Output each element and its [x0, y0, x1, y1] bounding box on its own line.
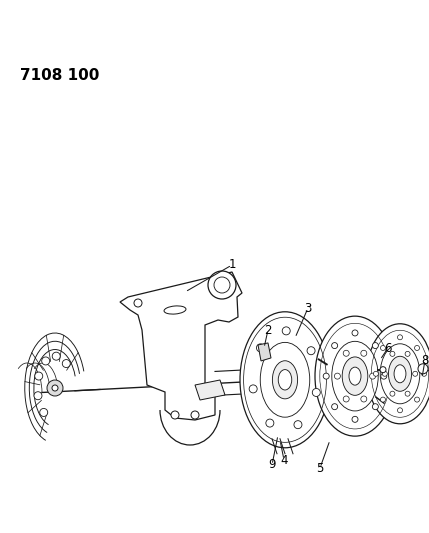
Circle shape [332, 403, 338, 410]
Polygon shape [258, 343, 271, 361]
Circle shape [398, 335, 402, 340]
Circle shape [405, 391, 410, 396]
Ellipse shape [315, 316, 395, 436]
Circle shape [390, 391, 395, 396]
Circle shape [208, 271, 236, 299]
Circle shape [381, 345, 386, 351]
Text: 2: 2 [264, 324, 272, 336]
Ellipse shape [367, 324, 429, 424]
Circle shape [382, 372, 387, 376]
Ellipse shape [394, 365, 406, 383]
Circle shape [413, 372, 418, 376]
Circle shape [405, 351, 410, 357]
Circle shape [47, 380, 63, 396]
Circle shape [381, 373, 387, 379]
Ellipse shape [164, 306, 186, 314]
Circle shape [381, 397, 386, 402]
Text: 3: 3 [304, 302, 312, 314]
Circle shape [422, 372, 426, 376]
Circle shape [372, 403, 378, 410]
Circle shape [380, 367, 386, 373]
Circle shape [307, 346, 315, 355]
Circle shape [52, 385, 58, 391]
Circle shape [42, 357, 50, 365]
Text: 7108 100: 7108 100 [20, 68, 100, 83]
Text: 9: 9 [268, 458, 276, 472]
Ellipse shape [240, 312, 330, 448]
Circle shape [343, 396, 349, 402]
Circle shape [62, 360, 70, 368]
Text: 8: 8 [421, 353, 429, 367]
Circle shape [370, 373, 376, 379]
Polygon shape [195, 380, 225, 400]
Circle shape [214, 277, 230, 293]
Circle shape [282, 327, 290, 335]
Circle shape [332, 343, 338, 349]
Circle shape [352, 416, 358, 422]
Circle shape [390, 351, 395, 357]
Circle shape [294, 421, 302, 429]
Ellipse shape [388, 356, 411, 391]
Circle shape [171, 411, 179, 419]
Circle shape [334, 373, 340, 379]
Ellipse shape [260, 342, 310, 417]
Circle shape [312, 389, 320, 397]
Circle shape [134, 299, 142, 307]
Text: 4: 4 [280, 454, 288, 466]
Ellipse shape [332, 341, 378, 411]
Circle shape [361, 350, 367, 356]
Ellipse shape [272, 361, 298, 399]
Text: 5: 5 [316, 462, 324, 474]
Ellipse shape [342, 357, 368, 395]
Circle shape [249, 385, 257, 393]
Text: 1: 1 [228, 259, 236, 271]
Circle shape [352, 330, 358, 336]
Circle shape [343, 350, 349, 356]
Circle shape [398, 408, 402, 413]
Circle shape [191, 411, 199, 419]
Ellipse shape [278, 369, 292, 390]
Circle shape [35, 372, 43, 380]
Ellipse shape [380, 344, 420, 404]
Text: 6: 6 [384, 342, 392, 354]
Circle shape [266, 419, 274, 427]
Circle shape [52, 352, 60, 360]
Circle shape [372, 343, 378, 349]
Circle shape [40, 408, 48, 416]
Ellipse shape [349, 367, 361, 385]
Circle shape [34, 392, 42, 400]
Polygon shape [120, 272, 242, 420]
Circle shape [373, 372, 378, 376]
Circle shape [323, 373, 329, 379]
Circle shape [361, 396, 367, 402]
Circle shape [414, 397, 420, 402]
Circle shape [257, 344, 264, 352]
Circle shape [414, 345, 420, 351]
Circle shape [418, 364, 428, 374]
